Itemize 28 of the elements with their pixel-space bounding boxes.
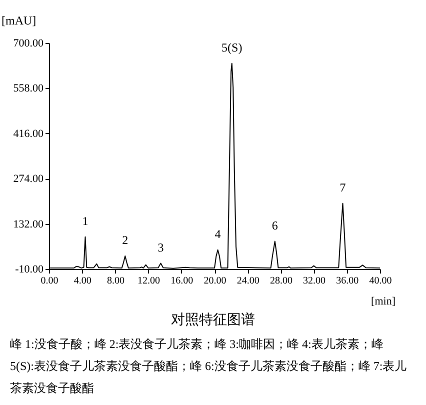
y-tick-label: 274.00 [13,173,44,186]
x-tick-label: 36.00 [336,276,359,286]
x-tick-label: 32.00 [303,276,326,286]
x-axis-title: [min] [371,296,396,308]
x-tick-label: 8.00 [106,276,124,286]
x-tick-label: 40.00 [369,276,392,286]
x-tick-label: 16.00 [170,276,194,286]
y-tick-label: 416.00 [13,128,44,140]
annotation: 6 [272,218,278,232]
annotation: 4 [214,226,221,241]
annotation: 7 [340,180,346,194]
y-axis-title: [mAU] [2,14,36,28]
annotation: 2 [122,232,128,247]
x-tick-label: 12.00 [138,276,160,286]
text: 峰 1:没食子酸；峰 2:表没食子儿茶素；峰 3:咖啡因；峰 4:表儿茶素；峰 5(S):表没食子儿茶素没食子酸酯；峰 6:没食子儿茶素没食子酸酯；峰 7:表儿茶素没食子酸酯 [10,336,408,397]
y-tick-label: -10.00 [15,264,44,276]
x-tick-label: 24.00 [236,276,260,286]
x-tick-label: 28.00 [270,276,292,286]
x-tick-label: 20.00 [204,276,226,286]
y-tick-label: 558.00 [13,82,44,95]
text: 对照特征图谱 [170,312,256,329]
y-tick-label: 132.00 [13,218,44,230]
x-tick-label: 0.00 [40,276,58,286]
x-tick-label: 4.00 [74,276,92,286]
annotation: 5(S) [222,40,242,54]
annotation: 1 [82,214,88,228]
y-tick-label: 700.00 [13,38,44,50]
annotation: 3 [158,240,164,254]
